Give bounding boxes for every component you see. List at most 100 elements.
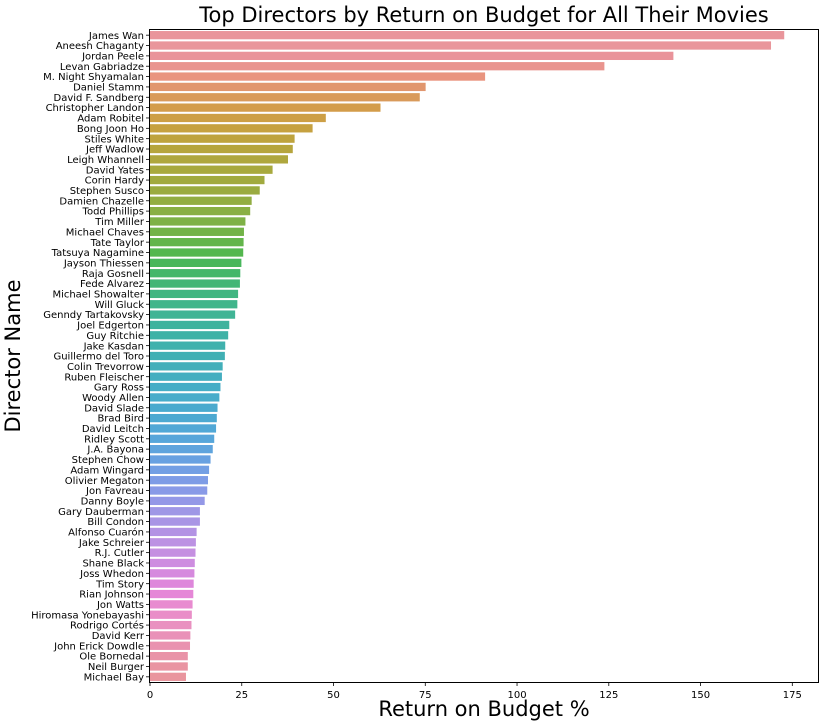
y-tick-label: Jon Watts <box>96 600 144 611</box>
y-tick-label: Hiromasa Yonebayashi <box>31 610 144 621</box>
y-tick-label: Joel Edgerton <box>76 321 144 332</box>
y-tick-label: Rian Johnson <box>79 590 144 601</box>
y-tick-label: R.J. Cutler <box>95 548 145 559</box>
y-tick-label: Stephen Chow <box>72 455 144 466</box>
y-tick-label: J.A. Bayona <box>86 445 144 456</box>
bar <box>150 269 241 278</box>
y-tick-label: Danny Boyle <box>81 496 144 507</box>
y-tick-label: Neil Burger <box>88 662 145 673</box>
y-tick-label: Daniel Stamm <box>73 83 144 94</box>
x-tick-label: 50 <box>327 690 340 701</box>
y-tick-label: M. Night Shyamalan <box>43 72 144 83</box>
y-tick-label: Todd Phillips <box>82 207 144 218</box>
y-tick-label: Tatsuya Nagamine <box>51 248 144 259</box>
bar <box>150 651 188 661</box>
bar <box>150 372 222 381</box>
bar <box>150 155 288 164</box>
y-tick-label: Guillermo del Toro <box>53 352 144 363</box>
y-tick-label: Shane Black <box>82 559 144 570</box>
y-tick-label: Stephen Susco <box>70 186 144 197</box>
chart-title: Top Directors by Return on Budget for Al… <box>198 3 768 27</box>
y-tick-label: Michael Showalter <box>52 290 144 301</box>
bar <box>150 320 230 330</box>
x-tick-label: 25 <box>235 690 248 701</box>
y-tick-label: Raja Gosnell <box>82 269 144 280</box>
bar <box>150 165 273 174</box>
y-tick-label: Will Gluck <box>95 300 145 311</box>
y-tick-label: Olivier Megaton <box>65 476 144 487</box>
bar <box>150 103 381 112</box>
y-tick-label: Gary Ross <box>94 383 144 394</box>
x-tick-label: 100 <box>507 690 526 701</box>
bar <box>150 175 265 185</box>
bar <box>150 341 226 350</box>
bar <box>150 662 188 671</box>
y-tick-label: Michael Bay <box>84 672 144 683</box>
y-tick-label: David Kerr <box>92 631 145 642</box>
y-tick-label: Michael Chaves <box>66 227 144 238</box>
bar <box>150 434 215 443</box>
bar <box>150 351 225 361</box>
bar <box>150 206 251 216</box>
y-tick-label: Ruben Fleischer <box>64 372 145 383</box>
y-tick-label: Tim Miller <box>94 217 145 228</box>
bar <box>150 382 221 392</box>
y-tick-label: Corin Hardy <box>85 176 144 187</box>
bar <box>150 579 194 588</box>
y-tick-label: David Leitch <box>82 424 144 435</box>
y-tick-label: Brad Bird <box>97 414 144 425</box>
y-tick-label: Jake Kasdan <box>83 341 144 352</box>
y-tick-label: Christopher Landon <box>46 103 144 114</box>
y-tick-label: Alfonso Cuarón <box>68 527 144 539</box>
y-tick-label: Colin Trevorrow <box>67 362 144 373</box>
bar <box>150 31 785 40</box>
y-tick-label: Jeff Wadlow <box>85 145 144 156</box>
y-tick-label: Tim Story <box>95 579 144 590</box>
y-tick-label: Woody Allen <box>82 393 144 404</box>
bar <box>150 134 295 143</box>
bar <box>150 496 205 506</box>
x-axis-label: Return on Budget % <box>378 697 589 721</box>
y-tick-label: John Erick Dowdle <box>53 641 144 652</box>
bar <box>150 558 195 568</box>
x-tick-label: 0 <box>147 690 153 701</box>
y-tick-label: Damien Chazelle <box>59 196 144 207</box>
x-tick-label: 175 <box>783 690 802 701</box>
bar <box>150 144 293 154</box>
y-tick-label: Jayson Thiessen <box>63 258 144 269</box>
bar <box>150 300 238 309</box>
bar <box>150 569 195 578</box>
y-tick-label: Aneesh Chaganty <box>56 41 144 52</box>
bar <box>150 548 196 557</box>
bar <box>150 227 244 236</box>
y-tick-label: James Wan <box>88 31 144 42</box>
bar <box>150 445 213 454</box>
x-tick-label: 125 <box>599 690 618 701</box>
bar <box>150 413 217 423</box>
y-tick-label: Joss Whedon <box>79 569 144 580</box>
bar <box>150 455 211 464</box>
y-tick-label: Jake Schreier <box>78 538 145 549</box>
y-tick-label: Levan Gabriadze <box>60 62 144 73</box>
bar <box>150 620 192 630</box>
y-tick-label: Bong Joon Ho <box>77 124 144 135</box>
bar <box>150 238 244 247</box>
bar <box>150 279 240 288</box>
bar <box>150 124 313 133</box>
y-tick-label: Stiles White <box>85 134 144 145</box>
y-tick-label: Jon Favreau <box>85 486 144 497</box>
bar <box>150 517 200 526</box>
bar <box>150 289 239 299</box>
y-tick-label: David Slade <box>84 403 144 414</box>
bar <box>150 600 193 609</box>
bar <box>150 62 605 71</box>
y-tick-label: Adam Robitel <box>77 114 144 125</box>
bar <box>150 672 186 681</box>
bar <box>150 610 192 619</box>
bar <box>150 527 197 537</box>
bar <box>150 476 208 485</box>
y-tick-label: Bill Condon <box>87 517 144 528</box>
bar <box>150 217 246 226</box>
